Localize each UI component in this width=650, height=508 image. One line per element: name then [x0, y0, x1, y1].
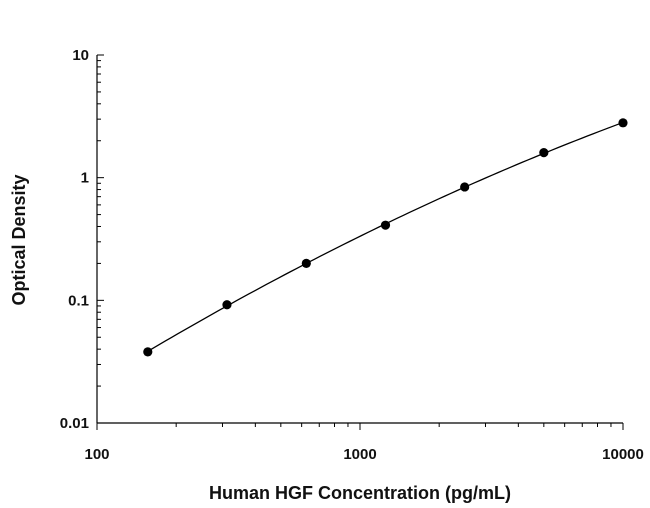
data-point — [618, 118, 628, 128]
y-tick-label: 10 — [72, 47, 89, 64]
y-tick-label: 0.1 — [68, 292, 89, 309]
data-point — [143, 347, 153, 357]
y-tick-label: 1 — [81, 170, 89, 187]
data-point — [539, 148, 549, 158]
data-point — [301, 258, 311, 269]
fit-curve — [147, 121, 624, 352]
x-tick-label: 1000 — [343, 446, 376, 463]
y-axis-title: Optical Density — [9, 174, 29, 305]
y-axis: 0.01 0.1 1 10 — [60, 47, 104, 432]
data-point — [460, 182, 470, 192]
data-point — [222, 300, 232, 310]
x-axis: 100 1000 10000 — [84, 422, 644, 463]
data-point — [380, 220, 391, 230]
x-axis-title: Human HGF Concentration (pg/mL) — [209, 483, 511, 503]
y-tick-label: 0.01 — [60, 415, 89, 432]
data-points — [143, 118, 628, 357]
x-tick-label: 100 — [84, 446, 109, 463]
x-tick-label: 10000 — [602, 446, 644, 463]
